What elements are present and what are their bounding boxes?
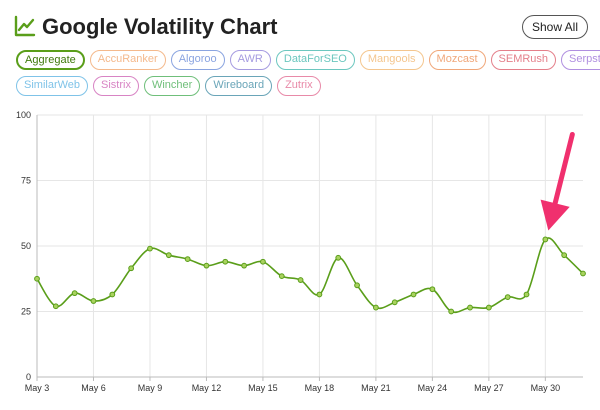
chip-aggregate[interactable]: Aggregate bbox=[16, 50, 85, 70]
chip-serpstat[interactable]: Serpstat bbox=[561, 50, 600, 70]
chart-grid bbox=[36, 114, 583, 378]
data-point bbox=[241, 262, 248, 269]
source-filter-chips: Aggregate AccuRanker Algoroo AWR DataFor… bbox=[16, 50, 600, 102]
data-point bbox=[504, 294, 511, 300]
y-tick-label: 75 bbox=[21, 176, 31, 186]
data-point bbox=[222, 258, 229, 265]
chart-series bbox=[34, 236, 586, 315]
x-tick-label: May 21 bbox=[361, 383, 391, 393]
data-point bbox=[297, 277, 304, 283]
x-tick-label: May 18 bbox=[305, 383, 335, 393]
data-point bbox=[147, 245, 153, 252]
chart-annotation bbox=[540, 131, 575, 231]
y-tick-label: 25 bbox=[21, 307, 31, 317]
x-tick-label: May 27 bbox=[474, 383, 504, 393]
data-point bbox=[485, 304, 492, 311]
chip-wincher[interactable]: Wincher bbox=[143, 76, 201, 96]
y-tick-label: 0 bbox=[26, 372, 31, 382]
data-point bbox=[128, 265, 135, 272]
data-point bbox=[71, 290, 78, 297]
chip-row-2: SimilarWeb Sistrix Wincher Wireboard Zut… bbox=[16, 76, 586, 96]
data-point bbox=[184, 256, 191, 263]
chip-mangools[interactable]: Mangools bbox=[359, 50, 424, 70]
data-point bbox=[278, 273, 285, 280]
page-title: Google Volatility Chart bbox=[42, 14, 278, 39]
data-point bbox=[410, 291, 417, 298]
x-tick-label: May 12 bbox=[192, 383, 222, 393]
data-point bbox=[165, 252, 172, 259]
x-tick-label: May 30 bbox=[531, 383, 561, 393]
show-all-button[interactable]: Show All bbox=[521, 15, 588, 39]
header: Google Volatility Chart Show All bbox=[14, 12, 588, 42]
data-point bbox=[467, 304, 473, 311]
chip-mozcast[interactable]: Mozcast bbox=[428, 50, 486, 70]
data-point bbox=[429, 286, 436, 293]
chip-similarweb[interactable]: SimilarWeb bbox=[16, 76, 89, 96]
series-line-aggregate bbox=[36, 237, 584, 314]
data-point bbox=[335, 254, 342, 261]
data-point bbox=[354, 282, 360, 289]
x-tick-label: May 6 bbox=[81, 383, 106, 393]
chip-awr[interactable]: AWR bbox=[229, 50, 271, 70]
annotation-arrow-head bbox=[540, 199, 570, 231]
x-tick-label: May 15 bbox=[248, 383, 278, 393]
trending-line-icon bbox=[14, 15, 36, 37]
data-point bbox=[523, 291, 530, 298]
data-point bbox=[34, 275, 40, 282]
chip-row-1: Aggregate AccuRanker Algoroo AWR DataFor… bbox=[16, 50, 600, 70]
data-point bbox=[448, 308, 455, 315]
chip-dataforseo[interactable]: DataForSEO bbox=[275, 50, 355, 70]
x-tick-label: May 24 bbox=[418, 383, 448, 393]
x-tick-label: May 9 bbox=[138, 383, 163, 393]
data-point bbox=[372, 304, 379, 311]
chip-semrush[interactable]: SEMRush bbox=[490, 50, 557, 70]
data-point bbox=[391, 299, 398, 306]
annotation-arrow-shaft bbox=[552, 131, 575, 206]
y-tick-label: 100 bbox=[16, 110, 31, 120]
chart-axes: 0 25 50 75 100 May 3 May 6 May 9 May 12 May 15 May… bbox=[16, 110, 583, 393]
data-point bbox=[580, 270, 586, 277]
volatility-line-chart: 0 25 50 75 100 May 3 May 6 May 9 May 12 May 15 May… bbox=[16, 110, 586, 393]
x-tick-label: May 3 bbox=[25, 383, 50, 393]
data-point bbox=[52, 303, 59, 310]
data-point bbox=[90, 298, 97, 304]
data-point bbox=[561, 252, 568, 259]
chip-zutrix[interactable]: Zutrix bbox=[277, 76, 321, 96]
data-point bbox=[109, 291, 116, 298]
chip-algoroo[interactable]: Algoroo bbox=[170, 50, 225, 70]
chip-sistrix[interactable]: Sistrix bbox=[93, 76, 139, 96]
chip-wireboard[interactable]: Wireboard bbox=[205, 76, 273, 96]
data-point bbox=[542, 236, 549, 243]
data-point bbox=[260, 258, 266, 265]
data-point bbox=[203, 262, 210, 269]
data-point bbox=[316, 291, 323, 298]
chip-accuranker[interactable]: AccuRanker bbox=[89, 50, 166, 70]
y-tick-label: 50 bbox=[21, 241, 31, 251]
